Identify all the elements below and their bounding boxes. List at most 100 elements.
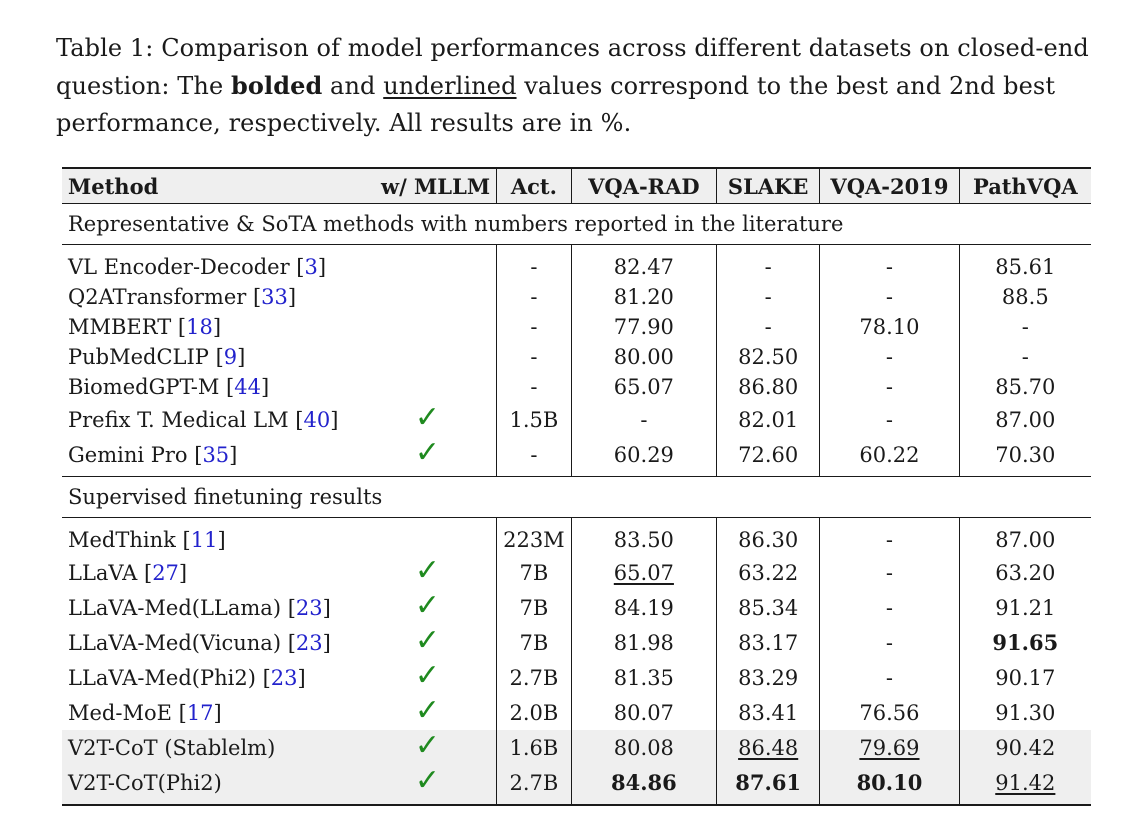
act-value: -	[530, 375, 538, 399]
vqarad-value: 81.98	[613, 630, 674, 655]
pathvqa-value: 85.61	[995, 255, 1056, 279]
section-title: Representative & SoTA methods with numbe…	[62, 203, 1091, 245]
pathvqa-value: 91.30	[995, 700, 1056, 725]
vqa2019-value: -	[885, 665, 893, 690]
act-value: 2.7B	[509, 770, 559, 795]
pathvqa-value: -	[1021, 345, 1029, 369]
citation-link[interactable]: 11	[190, 528, 218, 552]
citation-link[interactable]: 44	[234, 375, 261, 399]
vqarad-cell: 65.07	[570, 555, 717, 590]
vqarad-cell: 81.35	[570, 660, 717, 695]
citation-close: ]	[217, 528, 226, 552]
citation-link[interactable]: 3	[304, 255, 318, 279]
table-caption: Table 1: Comparison of model performance…	[56, 30, 1096, 142]
slake-cell: 86.48	[716, 730, 820, 765]
method-cell: MedThink [11]	[62, 518, 359, 556]
results-table: Method w/ MLLM Act. VQA-RAD SLAKE VQA-20…	[62, 167, 1091, 806]
citation-link[interactable]: 33	[261, 285, 288, 309]
citation-close: ]	[322, 630, 331, 655]
act-cell: 7B	[496, 555, 572, 590]
citation-link[interactable]: 27	[152, 560, 179, 585]
act-cell: -	[496, 437, 572, 477]
vqa2019-value: -	[885, 630, 893, 655]
vqarad-value: 81.35	[613, 665, 674, 690]
vqa2019-cell: -	[819, 372, 960, 402]
slake-cell: 83.41	[716, 695, 820, 730]
citation-link[interactable]: 17	[186, 700, 214, 725]
checkmark-icon: ✓	[414, 622, 441, 658]
table-row: Q2ATransformer [33] - 81.20 - - 88.5	[62, 282, 1091, 312]
method-name: V2T-CoT(Phi2)	[68, 770, 222, 795]
vqarad-value: 82.47	[613, 255, 674, 279]
table-row: Prefix T. Medical LM [40] ✓ 1.5B - 82.01 - 87.…	[62, 402, 1091, 437]
vqarad-cell: 80.00	[570, 342, 717, 372]
checkmark-icon: ✓	[414, 434, 441, 470]
table-row: Gemini Pro [35] ✓ - 60.29 72.60 60.22 70.30	[62, 437, 1091, 477]
act-value: 2.7B	[509, 665, 559, 690]
pathvqa-cell: 70.30	[958, 437, 1091, 477]
vqa2019-cell: -	[819, 660, 960, 695]
method-cell: LLaVA-Med(Vicuna) [23]	[62, 625, 359, 660]
method-cell: Q2ATransformer [33]	[62, 282, 359, 312]
vqa2019-value: -	[885, 345, 893, 369]
slake-cell: 85.34	[716, 590, 820, 625]
citation-link[interactable]: 23	[295, 630, 323, 655]
checkmark-icon: ✓	[414, 657, 441, 693]
citation-link[interactable]: 35	[202, 442, 230, 467]
method-name: VL Encoder-Decoder [	[68, 255, 305, 279]
pathvqa-cell: 91.21	[958, 590, 1091, 625]
pathvqa-value: 87.00	[995, 407, 1056, 432]
slake-value: -	[764, 285, 772, 309]
act-value: -	[530, 285, 538, 309]
slake-value: -	[764, 315, 772, 339]
citation-link[interactable]: 9	[223, 345, 238, 369]
method-cell: BiomedGPT-M [44]	[62, 372, 359, 402]
header-act: Act.	[496, 167, 572, 204]
method-cell: MMBERT [18]	[62, 312, 359, 342]
method-cell: PubMedCLIP [9]	[62, 342, 359, 372]
vqa2019-value: 79.69	[859, 735, 920, 760]
slake-cell: 83.29	[716, 660, 820, 695]
pathvqa-cell: 63.20	[958, 555, 1091, 590]
pathvqa-value: 87.00	[995, 528, 1056, 552]
act-cell: -	[496, 244, 572, 282]
method-cell: LLaVA [27]	[62, 555, 359, 590]
vqarad-cell: -	[570, 402, 717, 437]
vqa2019-value: -	[885, 560, 893, 585]
vqarad-value: 80.07	[613, 700, 674, 725]
mllm-cell	[359, 282, 497, 312]
pathvqa-cell: 91.65	[958, 625, 1091, 660]
vqa2019-cell: 78.10	[819, 312, 960, 342]
act-value: -	[530, 315, 538, 339]
act-cell: 1.6B	[496, 730, 572, 765]
citation-close: ]	[287, 285, 297, 309]
pathvqa-cell: 85.70	[958, 372, 1091, 402]
section-title: Supervised finetuning results	[62, 476, 1091, 518]
slake-value: 86.80	[738, 375, 799, 399]
slake-cell: 82.01	[716, 402, 820, 437]
vqa2019-cell: -	[819, 244, 960, 282]
table-row: MMBERT [18] - 77.90 - 78.10 -	[62, 312, 1091, 342]
citation-link[interactable]: 18	[186, 315, 213, 339]
caption-text-3: values correspond to the best and 2nd be…	[56, 72, 1056, 137]
header-slake: SLAKE	[716, 167, 820, 204]
slake-value: 85.34	[738, 595, 799, 620]
vqarad-cell: 80.08	[570, 730, 717, 765]
citation-link[interactable]: 40	[303, 407, 331, 432]
checkmark-icon: ✓	[414, 399, 441, 435]
vqarad-cell: 84.19	[570, 590, 717, 625]
act-cell: 1.5B	[496, 402, 572, 437]
table-row: VL Encoder-Decoder [3] - 82.47 - - 85.61	[62, 244, 1091, 282]
mllm-cell	[359, 518, 497, 556]
vqarad-value: 83.50	[613, 528, 674, 552]
citation-close: ]	[178, 560, 188, 585]
citation-link[interactable]: 23	[295, 595, 323, 620]
act-value: -	[530, 345, 538, 369]
vqa2019-cell: 80.10	[819, 765, 960, 806]
method-name: V2T-CoT (Stablelm)	[68, 735, 276, 760]
table-row: PubMedCLIP [9] - 80.00 82.50 - -	[62, 342, 1091, 372]
header-vqa2019: VQA-2019	[819, 167, 960, 204]
pathvqa-cell: -	[958, 312, 1091, 342]
vqa2019-cell: -	[819, 590, 960, 625]
citation-link[interactable]: 23	[270, 665, 298, 690]
